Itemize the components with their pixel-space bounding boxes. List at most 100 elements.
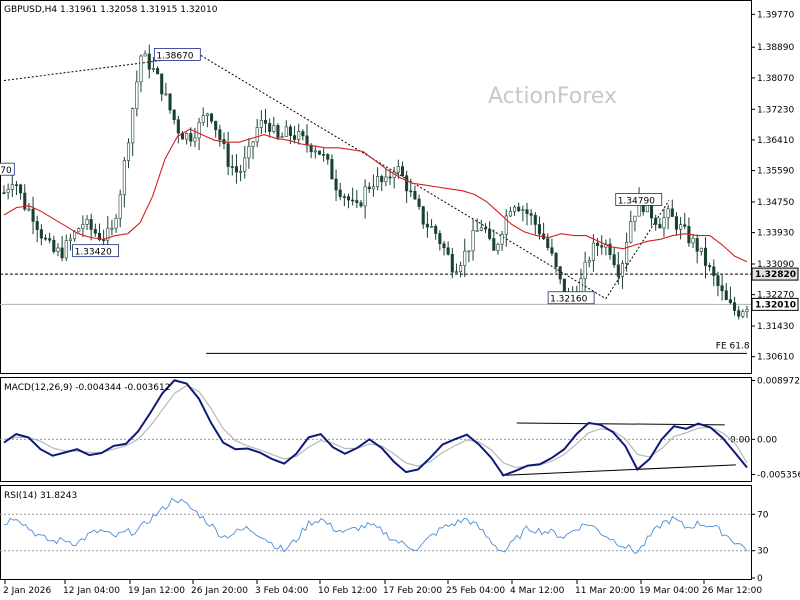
candle-body [197,121,201,139]
candle-body [620,263,625,277]
candle-body [322,153,326,156]
candle-body [89,219,93,230]
candle-body [554,252,558,268]
candle-body [600,245,604,248]
candle-body [529,213,533,216]
macd-ytick-label: 0.00 [757,435,777,445]
candle-body [326,154,330,160]
price-annotation-label: 1.33420 [75,248,112,258]
candle-body [450,253,454,273]
candle-body [459,265,463,272]
candle-body [131,108,135,144]
xtick-label: 17 Feb 20:00 [383,586,442,596]
candle-body [114,218,118,229]
candle-body [168,93,172,111]
candle-body [654,217,658,225]
candle-body [313,150,317,153]
candle-body [405,175,409,192]
candle-body [43,237,48,240]
candle-body [342,196,346,198]
candle-body [608,243,612,255]
xtick-label: 2 Jan 2026 [3,586,51,596]
candle-body [728,299,732,303]
candle-body [19,184,23,194]
candle-body [558,266,562,280]
candle-body [550,247,554,254]
macd-trendline-upper [516,422,725,426]
xtick-label: 26 Mar 12:00 [702,586,762,596]
candle-body [625,241,629,264]
macd-panel-frame [0,377,752,482]
candle-body [367,186,371,190]
candle-body [126,142,131,161]
candle-body [724,290,728,300]
axis-layer: 1.39770 1.38890 1.38070 1.37230 1.36410 1.355… [3,10,800,596]
price-annotation-box [72,244,119,258]
candle-body [384,176,388,183]
macd-zero-label: 0.00 [730,435,750,445]
candle-body [81,224,85,229]
candle-body [31,208,35,222]
candle-body [247,146,251,159]
candle-body [513,206,517,212]
candle-body [413,190,417,200]
candle-body [52,239,56,252]
candle-body [359,202,363,207]
candle-body [483,227,488,230]
candle-body [583,261,587,280]
candle-body [500,234,504,245]
price-ytick-label: 1.33930 [757,229,794,239]
candle-body [496,243,500,251]
candle-body [27,208,31,211]
candle-body [666,208,670,219]
candle-body [305,135,309,146]
candle-body [160,73,164,95]
candle-body [97,232,102,240]
candle-body [210,113,214,122]
candle-body [110,227,114,230]
price-layer: 1.38670 1.33420 1.32160 1.34790 70 FE 61.8 [0,44,751,354]
price-ytick-label: 1.30610 [757,353,794,363]
candle-body [73,231,77,240]
price-ytick-label: 1.37230 [757,105,794,115]
price-ytick-label: 1.35590 [757,167,794,177]
xtick-label: 3 Feb 04:00 [255,586,309,596]
candle-body [56,247,60,252]
candle-body [525,209,529,215]
price-ytick-label: 1.36410 [757,136,794,146]
candle-body [400,166,405,177]
candle-body [280,136,284,138]
xtick-label: 19 Jan 12:00 [128,586,185,596]
candle-body [388,176,392,179]
candle-body [317,150,322,155]
candle-body [521,209,525,212]
candle-body [259,120,263,128]
macd-ytick-label: -0.005356 [757,470,800,480]
price-panel-header: GBPUSD,H4 1.31961 1.32058 1.31915 1.3201… [4,5,218,15]
candle-body [268,123,272,132]
candle-body [293,135,297,140]
candle-body [10,184,14,190]
candle-body [371,186,375,190]
macd-layer: 0.00 [0,379,751,477]
candle-body [467,250,471,253]
candle-body [596,242,600,246]
candle-body [421,206,425,225]
candle-body [106,227,110,241]
candle-body [276,125,280,138]
rsi-panel-header: RSI(14) 31.8243 [4,491,77,501]
candle-body [301,131,305,137]
candle-body [189,133,193,142]
price-marker-label: 1.32010 [755,300,796,310]
candle-body [205,113,209,117]
candle-body [662,217,666,229]
candle-body [255,127,259,143]
candle-body [612,254,616,266]
price-ytick-label: 1.33090 [757,260,794,270]
candle-body [745,309,749,312]
candle-body [733,302,737,311]
macd-ytick-label: 0.008972 [757,376,800,386]
candle-body [226,143,230,167]
xtick-label: 26 Jan 20:00 [191,586,248,596]
